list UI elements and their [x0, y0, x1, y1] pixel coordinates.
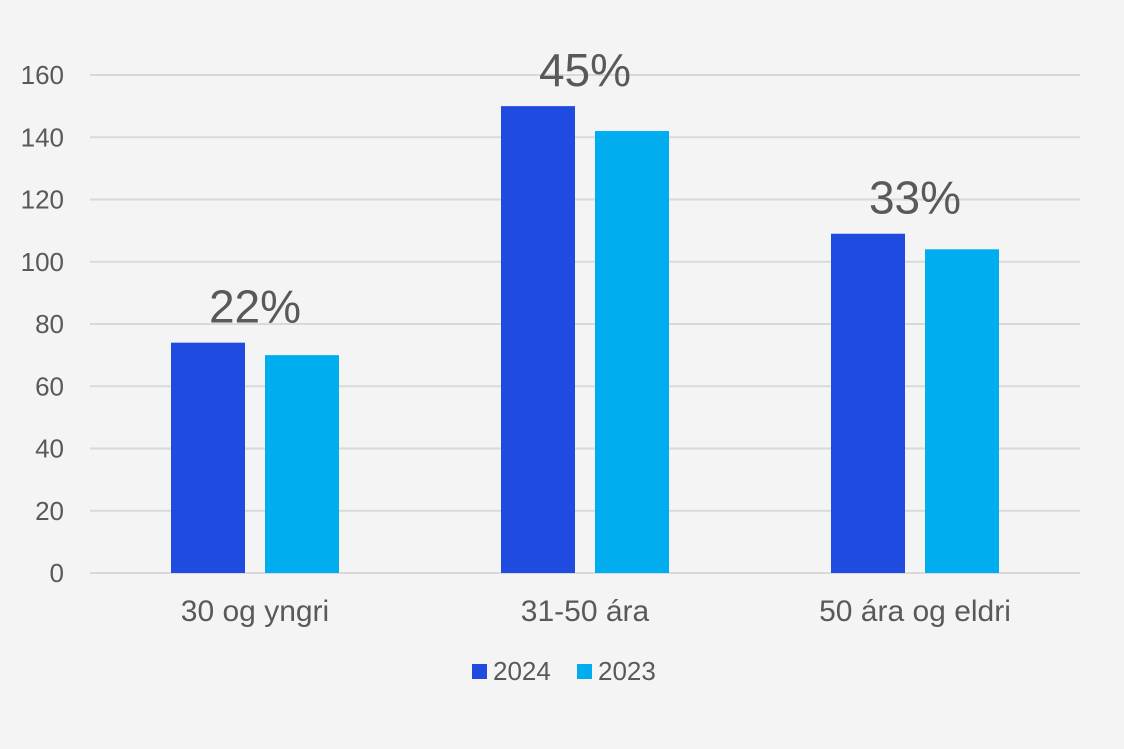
legend-swatch-2023: [577, 664, 592, 679]
legend: 2024 2023: [472, 656, 656, 686]
category-label: 31-50 ára: [521, 595, 650, 628]
y-tick-label: 0: [50, 558, 64, 588]
bar-2024-1: [501, 106, 575, 573]
bar-2023-1: [595, 131, 669, 573]
bar-2023-2: [925, 249, 999, 574]
y-tick-label: 20: [35, 496, 64, 526]
bar-2024-0: [171, 342, 245, 573]
y-tick-label: 120: [21, 185, 64, 215]
percentage-label: 33%: [869, 172, 961, 224]
percentage-label: 22%: [209, 281, 301, 333]
y-tick-label: 100: [21, 247, 64, 277]
percentage-label: 45%: [539, 44, 631, 96]
percentage-annotations: 22% 45% 33%: [209, 44, 961, 333]
y-tick-label: 40: [35, 434, 64, 464]
y-axis-ticks: 0 20 40 60 80 100 120 140 160: [21, 60, 64, 588]
y-tick-label: 140: [21, 122, 64, 152]
category-label: 50 ára og eldri: [819, 595, 1011, 628]
legend-swatch-2024: [472, 664, 487, 679]
category-label: 30 og yngri: [181, 595, 329, 628]
gridlines: [90, 74, 1080, 574]
legend-label-2023: 2023: [598, 656, 656, 686]
y-tick-label: 80: [35, 309, 64, 339]
legend-label-2024: 2024: [493, 656, 551, 686]
y-tick-label: 160: [21, 60, 64, 90]
x-axis-categories: 30 og yngri 31-50 ára 50 ára og eldri: [181, 595, 1011, 628]
bar-2024-2: [831, 233, 905, 574]
bars: [171, 106, 999, 574]
bar-2023-0: [265, 355, 339, 573]
y-tick-label: 60: [35, 371, 64, 401]
